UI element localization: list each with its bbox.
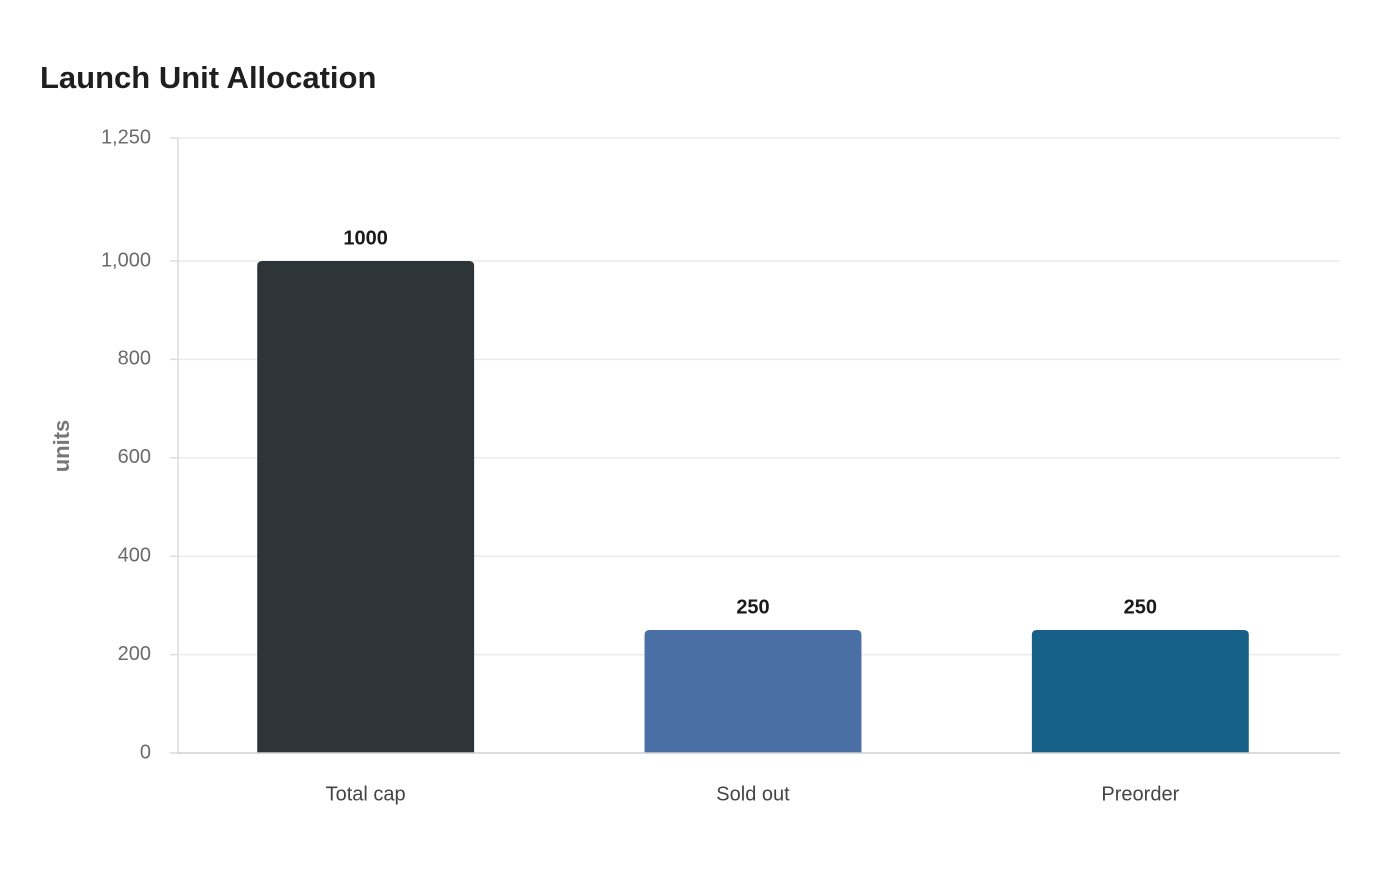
- bar-sold-out[interactable]: [644, 630, 862, 753]
- x-tick-label: Total cap: [326, 783, 406, 805]
- y-tick-label: 200: [118, 643, 151, 665]
- data-label: 250: [1124, 596, 1157, 618]
- x-tick-labels: Total cap Sold out Preorder: [326, 783, 1180, 805]
- data-labels: 1000 250 250: [343, 227, 1157, 618]
- data-label: 1000: [343, 227, 388, 249]
- chart-title: Launch Unit Allocation: [40, 60, 377, 95]
- y-tick-label: 0: [140, 741, 151, 763]
- x-tick-label: Sold out: [716, 783, 790, 805]
- bar-preorder[interactable]: [1031, 630, 1249, 753]
- y-tick-label: 800: [118, 348, 151, 370]
- y-tick-label: 1,000: [101, 249, 151, 271]
- bar-total-cap[interactable]: [257, 261, 475, 753]
- y-tick-label: 600: [118, 446, 151, 468]
- y-axis-title: units: [49, 420, 74, 473]
- x-tick-label: Preorder: [1101, 783, 1179, 805]
- y-tick-label: 400: [118, 544, 151, 566]
- y-tick-labels: 0 200 400 600 800 1,000 1,250: [101, 126, 151, 763]
- data-label: 250: [736, 596, 769, 618]
- bars: [257, 261, 1249, 753]
- y-tick-label: 1,250: [101, 126, 151, 148]
